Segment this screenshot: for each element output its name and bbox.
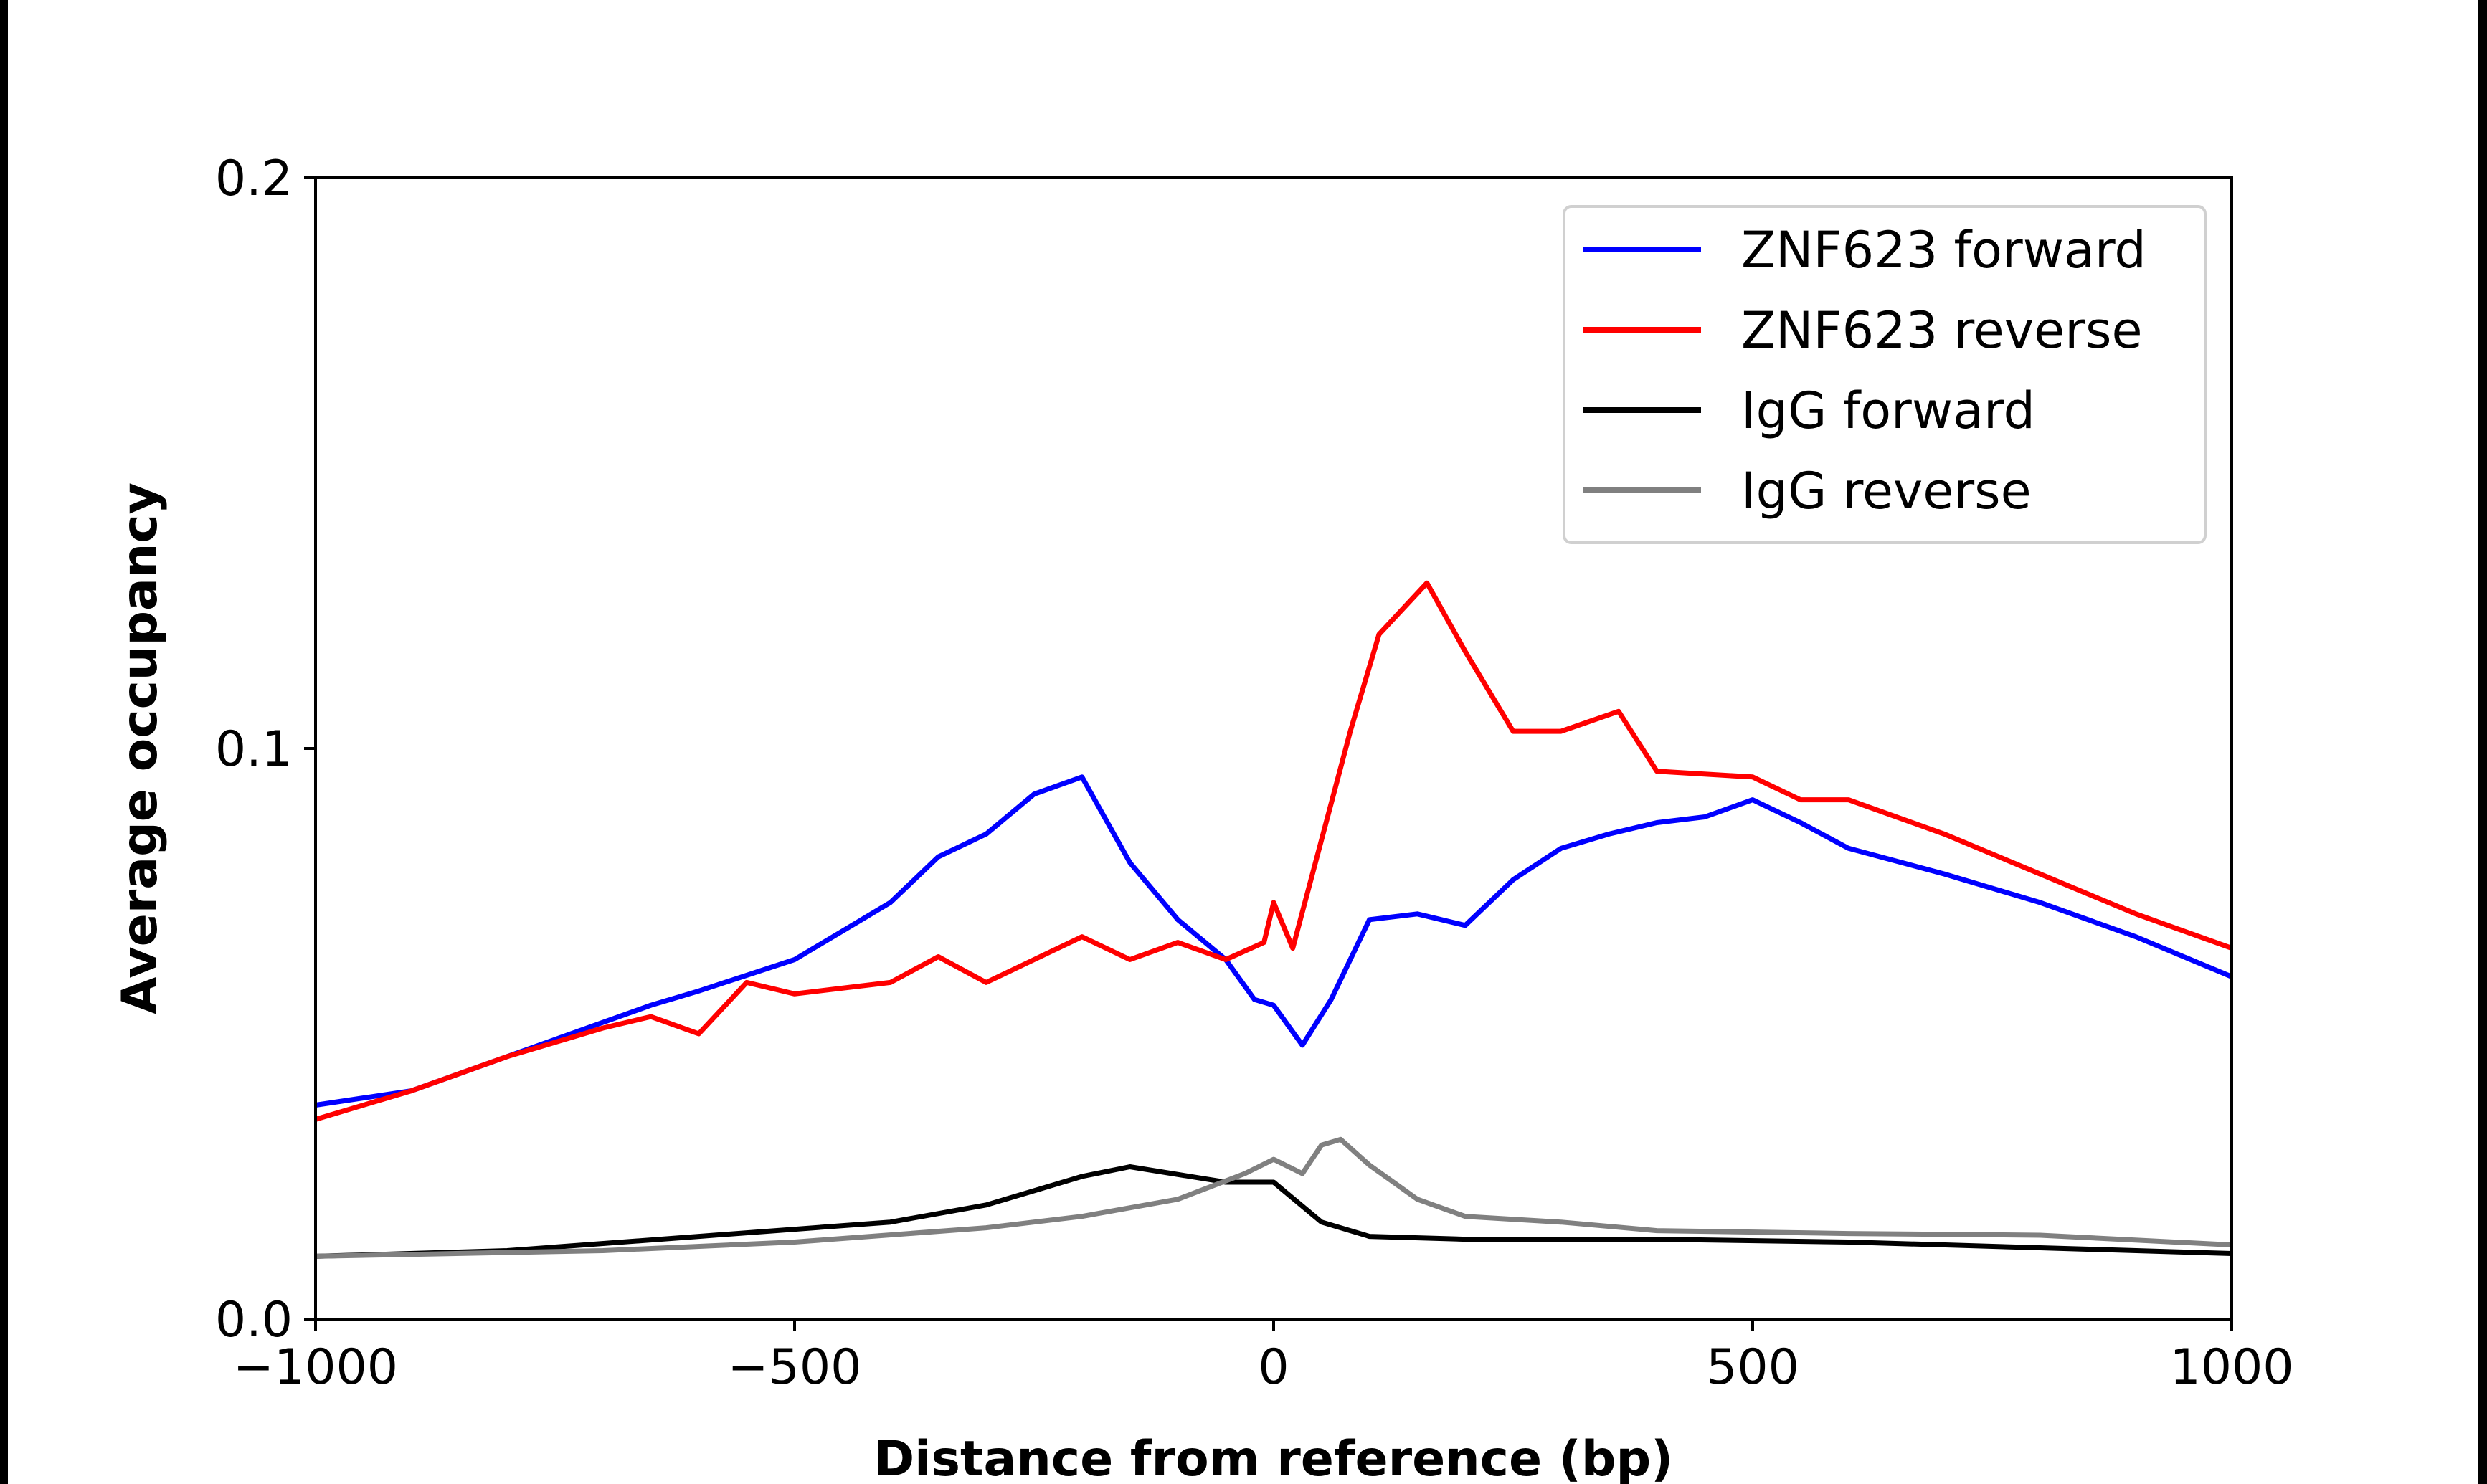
y-tick-label: 0.1 — [215, 721, 293, 778]
legend-label-igg-reverse: IgG reverse — [1741, 462, 2032, 520]
series-line-znf623-forward — [315, 774, 2233, 1108]
series-line-znf623-reverse — [315, 580, 2233, 1122]
x-tick-label: 1000 — [2169, 1339, 2293, 1396]
x-tick-label: 0 — [1258, 1339, 1289, 1396]
series-line-igg-forward — [315, 1164, 2232, 1259]
series-layer — [315, 580, 2233, 1259]
legend-label-igg-forward: IgG forward — [1741, 381, 2035, 440]
legend-box — [1563, 205, 2207, 544]
legend: ZNF623 forward ZNF623 reverse IgG forward I… — [1563, 205, 2207, 544]
x-axis-label: Distance from reference (bp) — [874, 1431, 1674, 1484]
x-tick-label: −1000 — [233, 1339, 398, 1396]
legend-label-znf623-reverse: ZNF623 reverse — [1741, 301, 2143, 360]
ticks-layer: −1000 −500 0 500 1000 0.0 0.1 0.2 — [215, 151, 2294, 1396]
y-tick-label: 0.2 — [215, 151, 293, 207]
x-tick-label: −500 — [728, 1339, 862, 1396]
x-tick-label: 500 — [1706, 1339, 1799, 1396]
left-border — [0, 0, 8, 1484]
y-axis-label: Average occupancy — [112, 482, 169, 1014]
series-line-igg-reverse — [315, 1136, 2232, 1259]
legend-label-znf623-forward: ZNF623 forward — [1741, 221, 2146, 280]
right-border — [2478, 0, 2487, 1484]
y-tick-label: 0.0 — [215, 1292, 293, 1349]
